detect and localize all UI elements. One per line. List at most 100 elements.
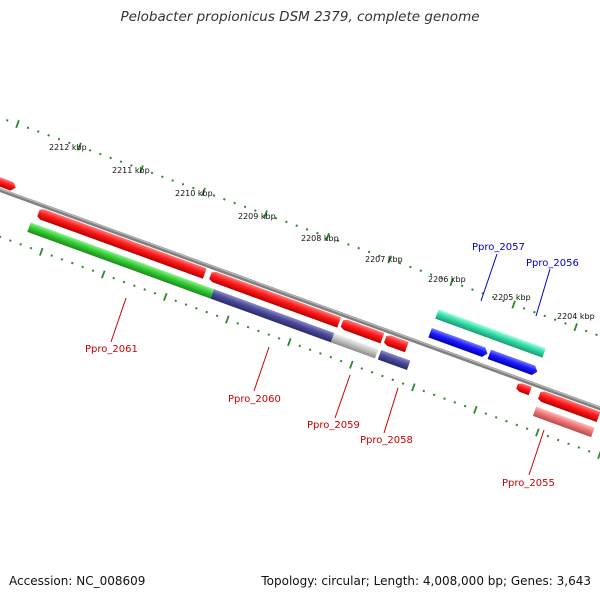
outer-scale-tick	[564, 322, 567, 325]
inner-scale-tick	[91, 269, 95, 272]
cog-ppro_2058-bar[interactable]	[377, 350, 411, 371]
cog-ppro_2057-2056-bar[interactable]	[435, 309, 546, 358]
inner-scale-tick	[71, 261, 74, 265]
cog-ppro_2055-bar[interactable]	[532, 406, 595, 438]
outer-scale-tick	[460, 284, 464, 288]
outer-scale-tick	[325, 232, 330, 241]
inner-scale-tick	[432, 393, 436, 397]
outer-scale-tick	[449, 277, 454, 287]
kbp-label-2209: 2209 kbp	[238, 212, 276, 221]
cog-ppro_2061-bar[interactable]	[27, 222, 214, 299]
inner-scale-tick	[443, 397, 446, 400]
outer-scale-tick	[595, 333, 598, 337]
outer-scale-tick	[212, 194, 216, 197]
outer-scale-tick	[99, 152, 102, 156]
outer-scale-tick	[357, 246, 361, 250]
inner-scale-tick	[236, 322, 240, 325]
kbp-label-2207: 2207 kbp	[365, 255, 403, 264]
outer-scale-tick	[68, 141, 71, 145]
outer-scale-tick	[223, 198, 226, 201]
outer-scale-tick	[243, 205, 247, 209]
outer-scale-tick	[502, 299, 505, 303]
inner-scale-tick	[122, 280, 126, 284]
inner-scale-tick	[0, 235, 2, 239]
gene-label-ppro_2056[interactable]: Ppro_2056	[526, 258, 579, 269]
inner-scale-tick	[153, 291, 157, 295]
cog-ppro_2057-bar[interactable]	[428, 328, 489, 358]
outer-scale-tick	[233, 201, 236, 205]
outer-scale-tick	[119, 160, 123, 163]
inner-scale-tick	[101, 270, 106, 279]
leader-ppro_2060	[253, 346, 270, 392]
inner-scale-tick	[319, 352, 322, 355]
inner-scale-tick	[453, 401, 457, 404]
inner-scale-tick	[133, 284, 136, 288]
inner-scale-tick	[143, 288, 146, 291]
inner-scale-tick	[546, 434, 550, 438]
cds-ppro_2061-arrow[interactable]	[37, 208, 78, 232]
outer-scale-tick	[15, 119, 20, 129]
cog-forward-track	[428, 309, 546, 377]
outer-scale-tick	[295, 224, 298, 227]
kbp-label-2211: 2211 kbp	[112, 166, 150, 175]
gene-label-ppro_2057[interactable]: Ppro_2057	[472, 242, 525, 253]
gene-label-ppro_2060[interactable]: Ppro_2060	[228, 394, 281, 405]
inner-scale-tick	[401, 382, 405, 385]
outer-scale-tick	[6, 119, 9, 122]
outer-scale-tick	[201, 187, 206, 196]
inner-scale-tick	[381, 374, 384, 378]
inner-scale-tick	[195, 307, 198, 310]
outer-scale-tick	[181, 182, 185, 186]
outer-scale-tick	[522, 307, 526, 310]
inner-scale-tick	[215, 314, 219, 318]
outer-scale-tick	[305, 228, 309, 231]
inner-scale-tick	[473, 405, 478, 414]
cds-ppro_2062-arrow[interactable]	[0, 168, 17, 192]
cds-ppro_2061b-arrow[interactable]	[70, 220, 207, 279]
kbp-label-2206: 2206 kbp	[428, 275, 466, 284]
cds-ppro_2060-arrow[interactable]	[209, 270, 342, 328]
inner-tick-ring	[0, 235, 600, 460]
outer-scale-tick	[347, 243, 350, 246]
inner-scale-tick	[257, 329, 260, 333]
inner-scale-tick	[174, 299, 177, 303]
inner-scale-tick	[535, 428, 540, 437]
gene-label-ppro_2058[interactable]: Ppro_2058	[360, 435, 413, 446]
inner-scale-tick	[329, 355, 333, 359]
outer-scale-tick	[192, 186, 195, 190]
inner-scale-tick	[370, 370, 374, 374]
cds-ppro_2059-arrow[interactable]	[340, 318, 385, 344]
genome-backbone-highlight	[0, 174, 600, 423]
cog-ppro_2056-bar[interactable]	[487, 349, 539, 377]
cds-ppro_2055-arrow[interactable]	[537, 390, 600, 423]
outer-scale-tick	[285, 220, 288, 224]
outer-scale-tick	[553, 318, 557, 321]
inner-scale-tick	[267, 333, 271, 336]
outer-scale-tick	[263, 210, 268, 219]
outer-scale-tick	[398, 261, 402, 265]
inner-scale-tick	[525, 427, 529, 430]
cog-ppro_2060-bar[interactable]	[210, 289, 335, 343]
inner-scale-tick	[577, 446, 581, 449]
inner-scale-tick	[360, 367, 364, 370]
outer-scale-tick	[491, 295, 495, 299]
map-title: Pelobacter propionicus DSM 2379, complet…	[120, 9, 480, 25]
inner-scale-tick	[298, 344, 302, 348]
outer-scale-tick	[367, 250, 371, 254]
inner-scale-tick	[515, 423, 519, 427]
cog-track	[27, 222, 595, 438]
gene-label-ppro_2061[interactable]: Ppro_2061	[85, 344, 138, 355]
cog-ppro_2059-bar[interactable]	[330, 332, 379, 359]
cds-ppro_2055a-arrow[interactable]	[516, 382, 532, 396]
kbp-label-2212: 2212 kbp	[49, 143, 87, 152]
gene-label-ppro_2055[interactable]: Ppro_2055	[502, 478, 555, 489]
outer-scale-tick	[139, 165, 144, 174]
gene-label-ppro_2059[interactable]: Ppro_2059	[307, 420, 360, 431]
leader-ppro_2058	[383, 387, 399, 434]
outer-scale-tick	[254, 209, 257, 212]
inner-scale-tick	[112, 276, 115, 280]
inner-scale-tick	[163, 292, 168, 302]
inner-scale-tick	[463, 404, 467, 408]
inner-scale-tick	[19, 243, 22, 246]
cds-ppro_2058-arrow[interactable]	[383, 334, 409, 353]
